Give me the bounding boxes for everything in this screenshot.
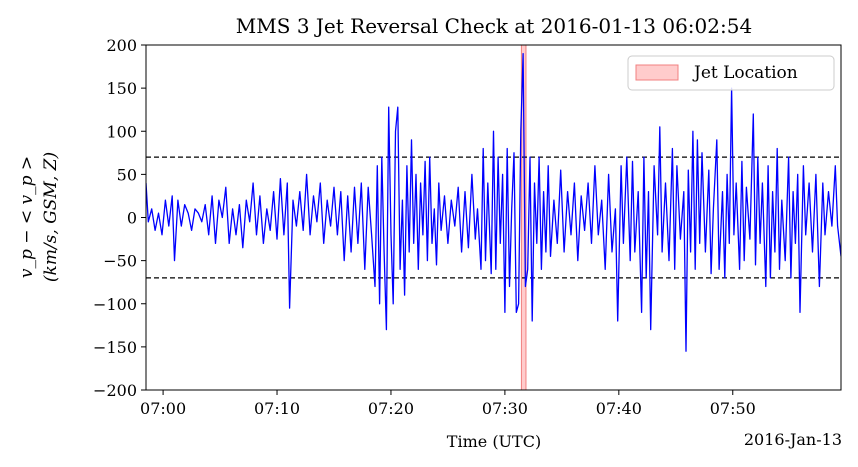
y-tick-label: 50: [117, 165, 137, 184]
jet-location-band: [520, 45, 527, 390]
y-tick-label: −50: [103, 252, 137, 271]
x-tick-label: 07:50: [710, 399, 756, 418]
y-tick-label: −150: [93, 338, 137, 357]
legend-label-jet-location: Jet Location: [692, 63, 798, 83]
x-axis-label: Time (UTC): [447, 432, 541, 451]
chart-title: MMS 3 Jet Reversal Check at 2016-01-13 0…: [236, 14, 752, 38]
date-label: 2016-Jan-13: [744, 430, 842, 449]
y-tick-label: −100: [93, 295, 137, 314]
x-tick-label: 07:00: [140, 399, 186, 418]
plot-area: [145, 44, 842, 391]
y-tick-label: −200: [93, 381, 137, 400]
x-tick-label: 07:30: [482, 399, 528, 418]
x-tick-label: 07:40: [596, 399, 642, 418]
y-tick-label: 150: [106, 79, 137, 98]
x-axis: 07:00 07:10 07:20 07:30 07:40 07:50: [140, 390, 756, 418]
legend-swatch-jet-location: [635, 64, 679, 81]
x-tick-label: 07:10: [254, 399, 300, 418]
y-axis-label-line-2: (km/s, GSM, Z): [41, 152, 61, 282]
y-tick-label: 200: [106, 36, 137, 55]
y-tick-label: 0: [127, 209, 137, 228]
legend-frame: [627, 55, 835, 91]
y-axis-label-line-1: v_p − < v_p >: [17, 156, 37, 278]
legend: Jet Location: [627, 55, 835, 91]
series-line-0: [146, 52, 841, 352]
y-tick-label: 100: [106, 122, 137, 141]
y-axis: −200 −150 −100 −50 0 50 100 150 200: [93, 36, 146, 400]
x-tick-label: 07:20: [368, 399, 414, 418]
